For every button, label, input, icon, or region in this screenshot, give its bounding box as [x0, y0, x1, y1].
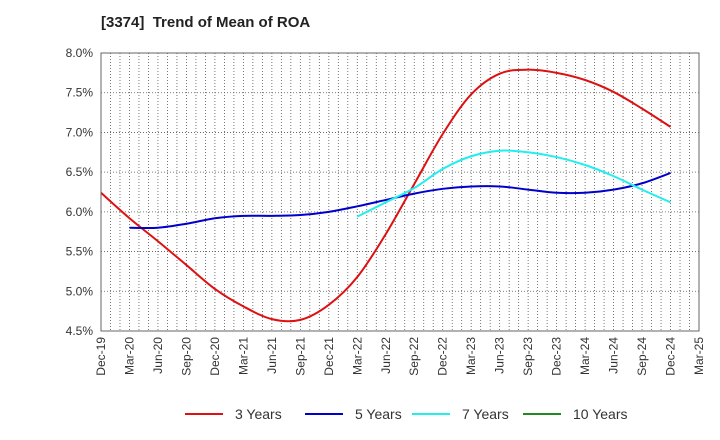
- x-tick-label: Jun-21: [265, 337, 279, 374]
- grid-layer: [101, 53, 699, 331]
- x-tick-label: Dec-19: [94, 337, 108, 376]
- y-tick-label: 5.5%: [66, 245, 94, 259]
- y-tick-label: 7.5%: [66, 86, 94, 100]
- x-tick-label: Jun-22: [379, 337, 393, 374]
- y-tick-label: 7.0%: [66, 125, 94, 139]
- legend-label: 5 Years: [355, 406, 402, 422]
- x-tick-label: Mar-23: [464, 337, 478, 375]
- y-tick-label: 4.5%: [66, 324, 94, 338]
- chart-title: [3374] Trend of Mean of ROA: [101, 14, 311, 31]
- y-tick-label: 6.5%: [66, 165, 94, 179]
- legend-swatch: [305, 413, 343, 415]
- x-tick-label: Jun-20: [151, 337, 165, 374]
- x-tick-label: Dec-24: [664, 337, 678, 376]
- y-tick-label: 5.0%: [66, 284, 94, 298]
- legend-item-5-years: 5 Years: [305, 402, 402, 426]
- series-line-7-years: [356, 149, 671, 218]
- legend-item-3-years: 3 Years: [185, 402, 282, 426]
- legend-swatch: [412, 413, 450, 415]
- legend-swatch: [185, 413, 223, 415]
- x-tick-label: Dec-21: [322, 337, 336, 376]
- x-tick-label: Dec-20: [208, 337, 222, 376]
- x-tick-label: Mar-25: [692, 337, 706, 375]
- plot-frame: [100, 52, 700, 332]
- x-tick-label: Sep-21: [293, 337, 307, 376]
- roa-line-chart: 8.0% 7.5% 7.0% 6.5% 6.0% 5.5% 5.0% 4.5% Dec-19 M…: [66, 46, 706, 376]
- legend-item-10-years: 10 Years: [523, 402, 628, 426]
- x-tick-label: Sep-24: [635, 337, 649, 376]
- x-tick-label: Jun-24: [607, 337, 621, 374]
- y-axis-ticks: 8.0% 7.5% 7.0% 6.5% 6.0% 5.5% 5.0% 4.5%: [66, 46, 94, 338]
- series-layer: [100, 68, 672, 323]
- x-tick-label: Mar-24: [578, 337, 592, 375]
- x-tick-label: Dec-23: [550, 337, 564, 376]
- legend-label: 7 Years: [462, 406, 509, 422]
- x-tick-label: Mar-21: [236, 337, 250, 375]
- legend-label: 10 Years: [573, 406, 628, 422]
- legend: 3 Years 5 Years 7 Years 10 Years: [0, 402, 720, 426]
- x-tick-label: Sep-23: [521, 337, 535, 376]
- x-tick-label: Dec-22: [436, 337, 450, 376]
- x-tick-label: Mar-22: [350, 337, 364, 375]
- x-tick-label: Mar-20: [122, 337, 136, 375]
- x-tick-label: Jun-23: [493, 337, 507, 374]
- legend-swatch: [523, 413, 561, 415]
- y-tick-label: 8.0%: [66, 46, 94, 60]
- series-line-3-years: [100, 68, 672, 323]
- x-axis-ticks: Dec-19 Mar-20 Jun-20 Sep-20 Dec-20 Mar-21 Jun-…: [94, 337, 706, 376]
- x-tick-label: Sep-22: [407, 337, 421, 376]
- legend-item-7-years: 7 Years: [412, 402, 509, 426]
- series-line-5-years: [129, 172, 671, 230]
- y-tick-label: 6.0%: [66, 205, 94, 219]
- legend-label: 3 Years: [235, 406, 282, 422]
- x-tick-label: Sep-20: [179, 337, 193, 376]
